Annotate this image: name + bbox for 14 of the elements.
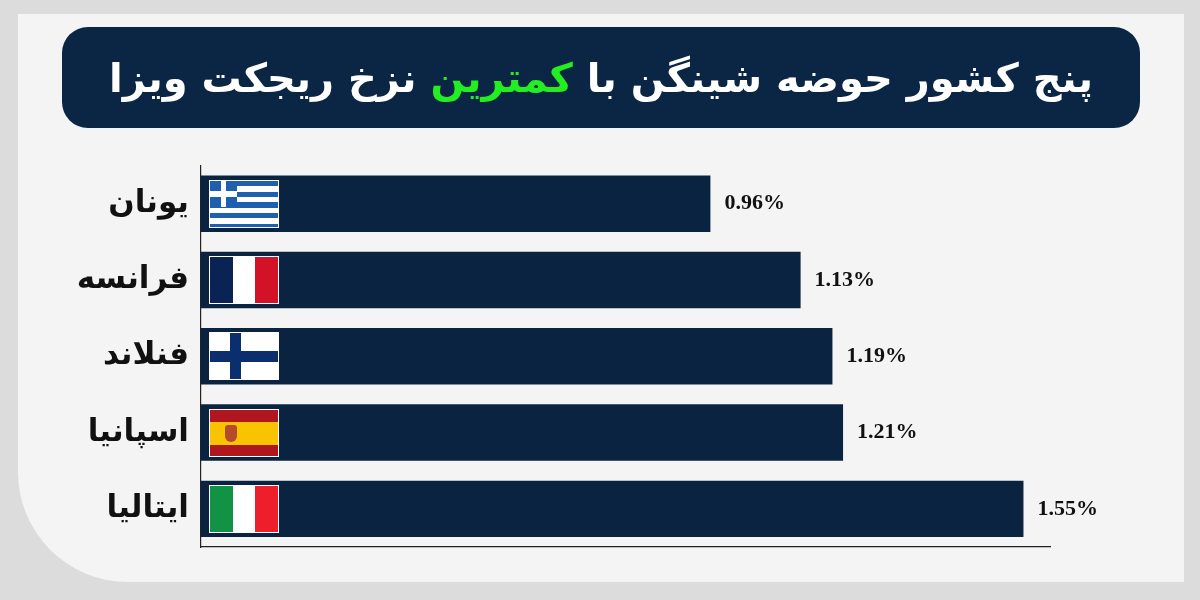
data-label: 1.19% bbox=[846, 341, 907, 367]
y-tick-label: یونان bbox=[108, 182, 189, 220]
data-label: 1.55% bbox=[1037, 494, 1098, 520]
y-tick-label: فنلاند bbox=[102, 335, 189, 372]
data-label: 1.13% bbox=[814, 265, 876, 291]
bar bbox=[201, 328, 833, 385]
data-label: 1.21% bbox=[857, 418, 918, 444]
chart-title: پنج کشور حوضه شینگن با کمترین نزخ ریجکت ویزا bbox=[109, 54, 1093, 101]
y-tick-label: اسپانیا bbox=[87, 411, 189, 449]
y-tick-label: فرانسه bbox=[76, 259, 189, 297]
bar bbox=[201, 480, 1024, 538]
data-label: 0.96% bbox=[724, 189, 785, 215]
bar bbox=[201, 251, 801, 309]
y-tick-label: ایتالیا bbox=[106, 487, 189, 524]
